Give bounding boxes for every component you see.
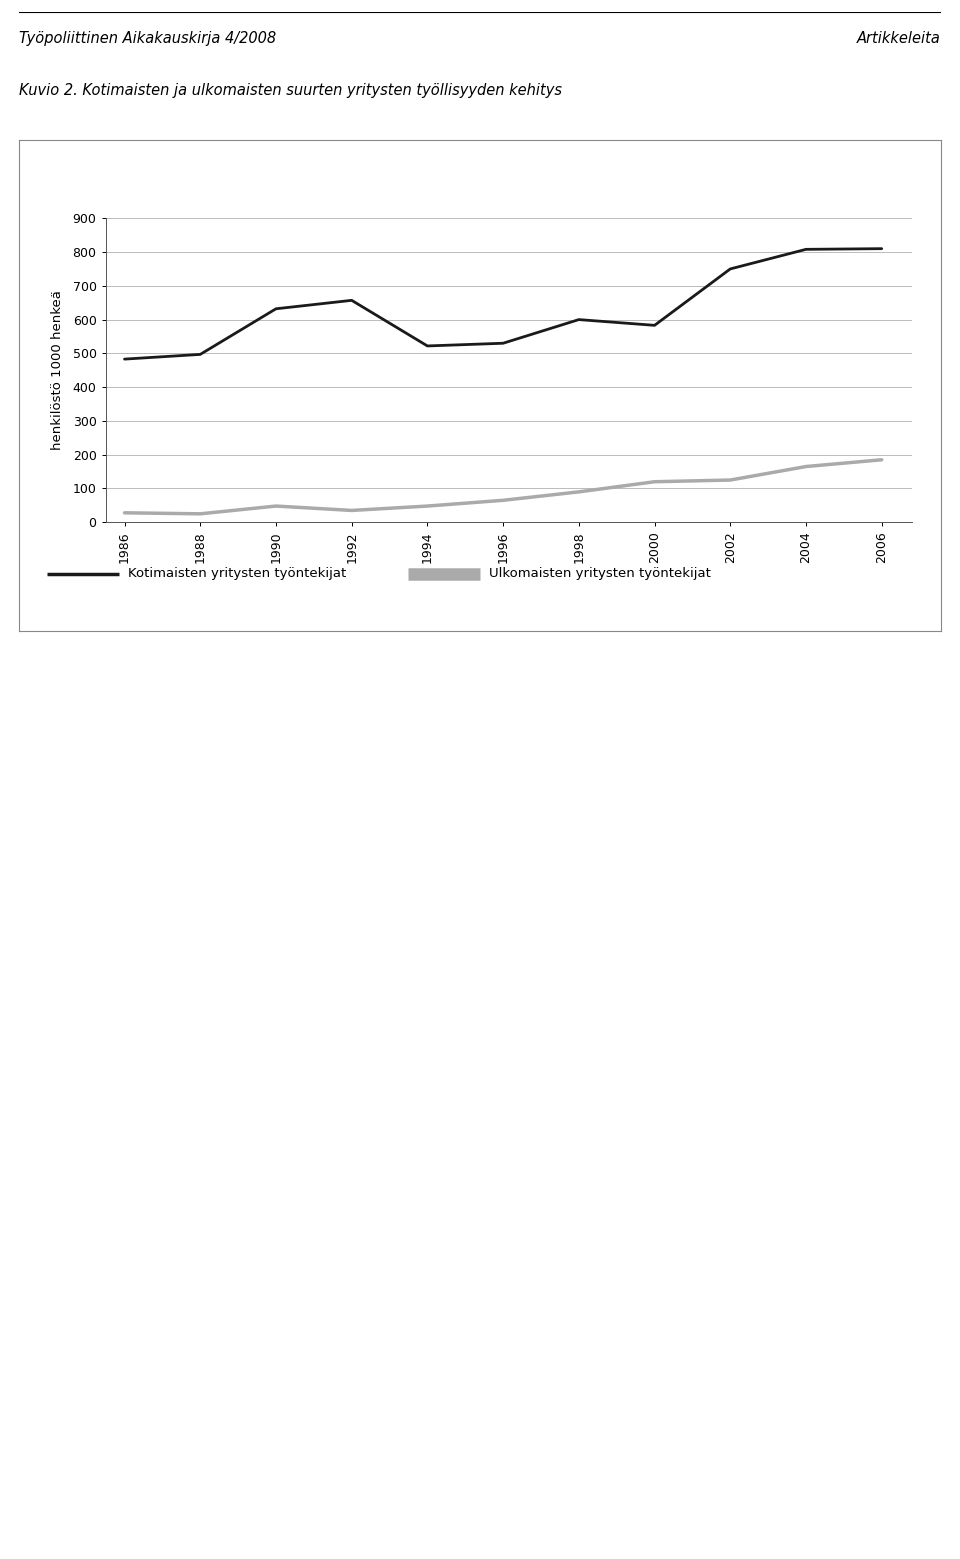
Text: Kotimaisten yritysten työntekijat: Kotimaisten yritysten työntekijat xyxy=(128,567,347,580)
Text: Työpoliittinen Aikakauskirja 4/2008: Työpoliittinen Aikakauskirja 4/2008 xyxy=(19,31,276,45)
Text: Artikkeleita: Artikkeleita xyxy=(857,31,941,45)
Y-axis label: henkilöstö 1000 henkeä: henkilöstö 1000 henkeä xyxy=(51,290,64,451)
Text: Kuvio 2. Kotimaisten ja ulkomaisten suurten yritysten työllisyyden kehitys: Kuvio 2. Kotimaisten ja ulkomaisten suur… xyxy=(19,83,563,98)
Text: Ulkomaisten yritysten työntekijat: Ulkomaisten yritysten työntekijat xyxy=(489,567,711,580)
